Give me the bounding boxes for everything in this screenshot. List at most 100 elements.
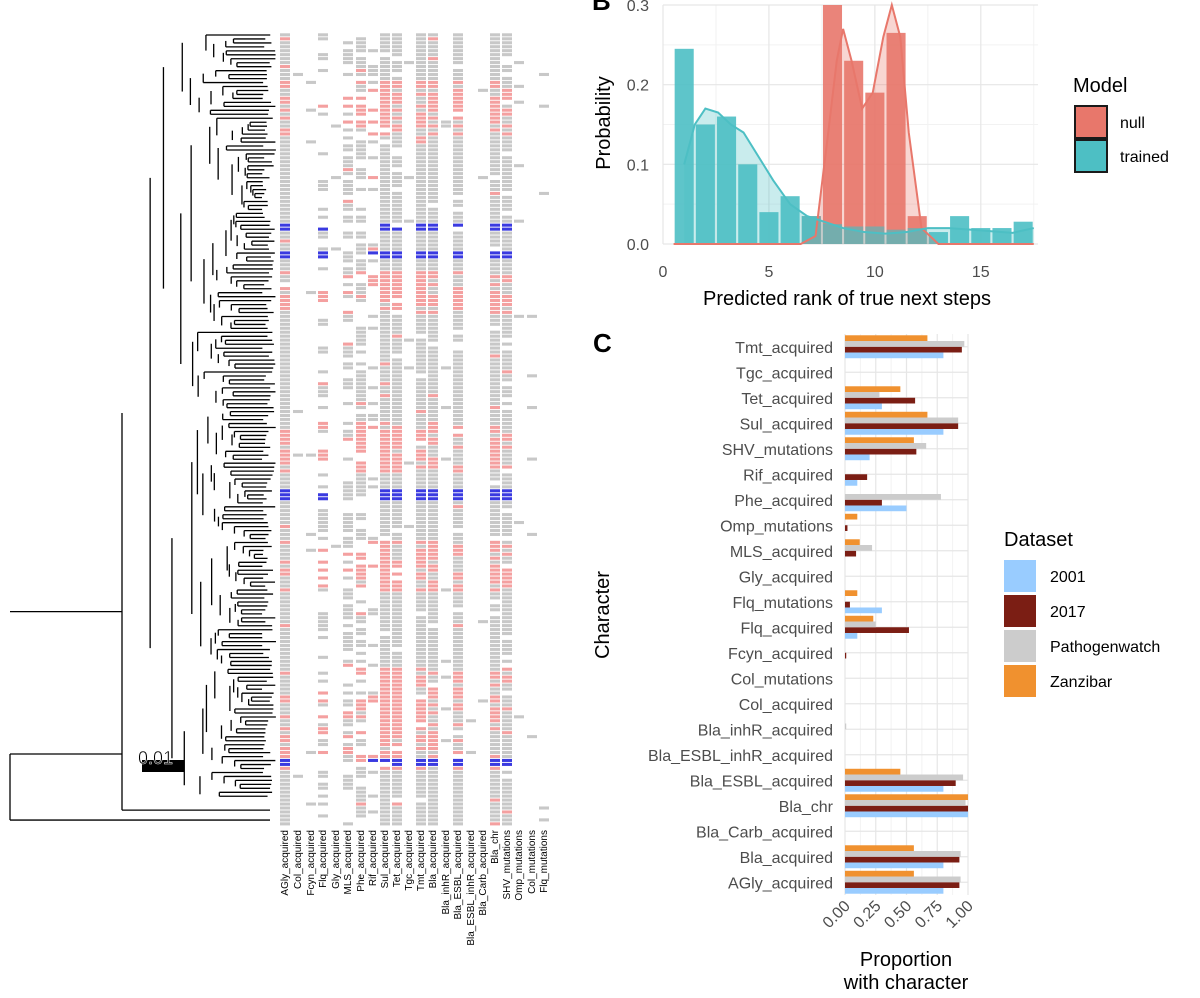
- heatmap-cell: [428, 469, 438, 473]
- heatmap-cell: [428, 57, 438, 61]
- heatmap-cell: [380, 754, 390, 758]
- heatmap-cell: [280, 203, 290, 207]
- heatmap-cell: [280, 104, 290, 108]
- heatmap-cell: [416, 517, 426, 521]
- heatmap-cell: [343, 57, 353, 61]
- panel-b-density: [673, 1, 1034, 245]
- heatmap-cell: [280, 326, 290, 330]
- heatmap-cell: [502, 806, 512, 810]
- heatmap-cell: [280, 92, 290, 96]
- heatmap-cell: [280, 810, 290, 814]
- heatmap-cell: [428, 409, 438, 414]
- heatmap-cell: [428, 302, 438, 306]
- heatmap-cell: [490, 528, 500, 532]
- heatmap-cell: [453, 659, 463, 663]
- heatmap-cell: [453, 806, 463, 810]
- heatmap-cell: [368, 251, 378, 255]
- heatmap-cell: [392, 739, 402, 743]
- heatmap-cell: [502, 144, 512, 148]
- heatmap-cell: [356, 65, 366, 69]
- heatmap-cell: [416, 715, 426, 719]
- heatmap-cell: [428, 219, 438, 223]
- bar-Pathogenwatch-Flq_acquired: [845, 621, 876, 628]
- heatmap-cell: [453, 735, 463, 739]
- heatmap-cell: [280, 164, 290, 168]
- heatmap-cell: [490, 80, 500, 84]
- heatmap-cell: [318, 679, 328, 683]
- heatmap-cell: [428, 306, 438, 310]
- heatmap-cell: [453, 679, 463, 683]
- heatmap-cell: [428, 136, 438, 140]
- heatmap-cell: [453, 441, 463, 445]
- heatmap-cell: [428, 453, 438, 457]
- heatmap-cell: [416, 560, 426, 564]
- heatmap-cell: [280, 227, 290, 231]
- heatmap-cell: [356, 465, 366, 469]
- heatmap-cell: [490, 318, 500, 322]
- heatmap-cell: [280, 235, 290, 239]
- heatmap-cell: [380, 72, 390, 77]
- heatmap-cell: [356, 251, 366, 255]
- heatmap-cell: [343, 203, 353, 207]
- heatmap-cell: [392, 346, 402, 350]
- heatmap-cell: [368, 88, 378, 92]
- heatmap-cell: [318, 699, 328, 703]
- heatmap-cell: [380, 576, 390, 580]
- heatmap-cell: [453, 203, 463, 207]
- heatmap-cell: [356, 739, 366, 743]
- heatmap-cell: [416, 548, 426, 552]
- heatmap-cell: [343, 96, 353, 100]
- heatmap-cell: [502, 798, 512, 802]
- heatmap-cell: [280, 45, 290, 49]
- heatmap-cell: [490, 152, 500, 156]
- heatmap-cell: [502, 33, 512, 37]
- heatmap-cell: [392, 49, 402, 53]
- heatmap-cell: [331, 544, 341, 548]
- heatmap-cell: [416, 433, 426, 437]
- heatmap-cell: [356, 461, 366, 465]
- heatmap-cell: [293, 774, 303, 778]
- heatmap-cell: [428, 731, 438, 735]
- heatmap-cell: [380, 291, 390, 295]
- heatmap-cell: [416, 552, 426, 556]
- heatmap-cell: [416, 425, 426, 429]
- heatmap-cell: [416, 743, 426, 747]
- heatmap-cell: [392, 255, 402, 259]
- heatmap-cell: [380, 723, 390, 727]
- heatmap-cell: [280, 120, 290, 124]
- heatmap-cell: [502, 556, 512, 560]
- heatmap-cell: [356, 489, 366, 493]
- heatmap-cell: [380, 699, 390, 703]
- heatmap-cell: [453, 798, 463, 802]
- heatmap-cell: [380, 239, 390, 243]
- heatmap-cell: [453, 80, 463, 84]
- heatmap-cell: [502, 687, 512, 691]
- heatmap-cell: [392, 267, 402, 271]
- heatmap-cell: [368, 140, 378, 144]
- heatmap-cell: [356, 338, 366, 342]
- heatmap-cell: [392, 493, 402, 497]
- heatmap-cell: [453, 247, 463, 251]
- heatmap-cell: [392, 659, 402, 663]
- heatmap-cell: [453, 259, 463, 263]
- heatmap-cell: [318, 560, 328, 564]
- heatmap-cell: [490, 84, 500, 88]
- heatmap-cell: [280, 651, 290, 655]
- heatmap-cell: [380, 203, 390, 207]
- heatmap-cell: [453, 524, 463, 529]
- heatmap-cell: [318, 370, 328, 374]
- heatmap-cell: [453, 465, 463, 469]
- heatmap-cell: [380, 509, 390, 513]
- heatmap-cell: [280, 334, 290, 338]
- legend-swatch-Pathogenwatch: [1004, 630, 1036, 662]
- heatmap-cell: [490, 762, 500, 766]
- heatmap-cell: [428, 227, 438, 231]
- heatmap-cell: [380, 279, 390, 283]
- heatmap-cell: [428, 148, 438, 152]
- heatmap-cell: [428, 770, 438, 774]
- heatmap-cell: [502, 330, 512, 334]
- heatmap-cell: [428, 794, 438, 798]
- heatmap-cell: [416, 294, 426, 299]
- heatmap-cell: [416, 786, 426, 790]
- heatmap-cell: [428, 822, 438, 826]
